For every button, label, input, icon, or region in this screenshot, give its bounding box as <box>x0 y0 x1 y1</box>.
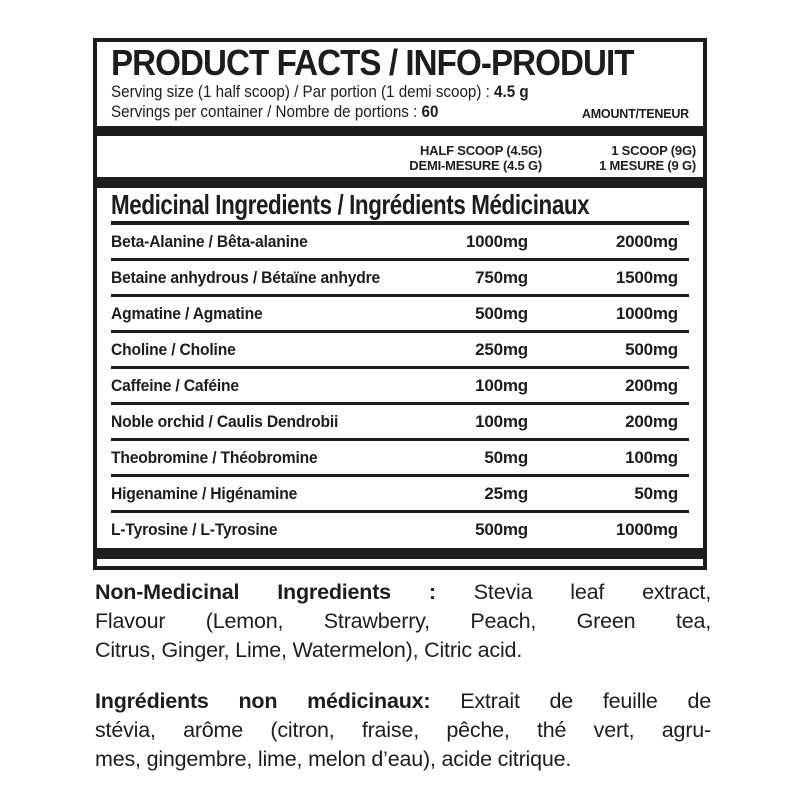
dose-column-headers: HALF SCOOP (4.5G) DEMI-MESURE (4.5 G) 1 … <box>97 136 703 177</box>
product-facts-panel: PRODUCT FACTS / INFO-PRODUIT Serving siz… <box>93 38 707 570</box>
ingredient-full-dose: 500mg <box>625 339 678 359</box>
non-medicinal-heading-fr: Ingrédients non médicinaux: <box>95 689 431 713</box>
ingredient-full-dose: 50mg <box>634 483 678 503</box>
ingredients-table: Beta-Alanine / Bêta-alanine 1000mg 2000m… <box>111 225 689 546</box>
ingredient-half-dose: 25mg <box>484 483 528 503</box>
divider-bar-bottom <box>97 548 703 559</box>
paragraph-line: Ingrédients non médicinaux: Extrait de f… <box>95 689 711 713</box>
servings-per-container-row: Servings per container / Nombre de porti… <box>111 102 689 122</box>
divider-bar-mid <box>97 177 703 188</box>
half-scoop-column-header: HALF SCOOP (4.5G) DEMI-MESURE (4.5 G) <box>409 143 542 173</box>
amount-teneur-header: AMOUNT/TENEUR <box>581 107 689 121</box>
ingredient-row: Caffeine / Caféine 100mg 200mg <box>111 369 689 405</box>
ingredient-half-dose: 500mg <box>475 303 528 323</box>
ingredient-row: Noble orchid / Caulis Dendrobii 100mg 20… <box>111 405 689 441</box>
ingredient-row: Higenamine / Higénamine 25mg 50mg <box>111 477 689 513</box>
ingredient-full-dose: 200mg <box>625 375 678 395</box>
full-scoop-column-header: 1 SCOOP (9G) 1 MESURE (9 G) <box>599 143 696 173</box>
panel-title: PRODUCT FACTS / INFO-PRODUIT <box>111 42 634 83</box>
ingredient-full-dose: 100mg <box>625 447 678 467</box>
paragraph-line: Citrus, Ginger, Lime, Watermelon), Citri… <box>95 638 523 662</box>
non-medicinal-ingredients-paragraph-fr: Ingrédients non médicinaux: Extrait de f… <box>95 687 711 774</box>
ingredient-row: Betaine anhydrous / Bétaïne anhydre 750m… <box>111 261 689 297</box>
ingredient-half-dose: 250mg <box>475 339 528 359</box>
paragraph-line: Non-Medicinal Ingredients : Stevia leaf … <box>95 580 711 604</box>
ingredient-full-dose: 200mg <box>625 411 678 431</box>
ingredient-row: L-Tyrosine / L-Tyrosine 500mg 1000mg <box>111 513 689 546</box>
ingredient-half-dose: 1000mg <box>465 231 528 251</box>
paragraph-line: stévia, arôme (citron, fraise, pêche, th… <box>95 718 711 742</box>
ingredient-full-dose: 2000mg <box>615 231 678 251</box>
paragraph-line: Flavour (Lemon, Strawberry, Peach, Green… <box>95 609 711 633</box>
serving-size-value: 4.5 g <box>494 83 529 101</box>
ingredient-name: Beta-Alanine / Bêta-alanine <box>111 231 308 251</box>
paragraph-line: mes, gingembre, lime, melon d’eau), acid… <box>95 747 572 771</box>
ingredient-half-dose: 750mg <box>475 267 528 287</box>
ingredient-half-dose: 500mg <box>475 519 528 539</box>
ingredient-name: Theobromine / Théobromine <box>111 447 318 467</box>
ingredient-half-dose: 50mg <box>484 447 528 467</box>
ingredient-name: Agmatine / Agmatine <box>111 303 263 323</box>
non-medicinal-ingredients-paragraph: Non-Medicinal Ingredients : Stevia leaf … <box>95 578 711 665</box>
ingredient-row: Agmatine / Agmatine 500mg 1000mg <box>111 297 689 333</box>
medicinal-ingredients-header: Medicinal Ingredients / Ingrédients Médi… <box>111 189 590 220</box>
ingredient-row: Theobromine / Théobromine 50mg 100mg <box>111 441 689 477</box>
ingredient-name: L-Tyrosine / L-Tyrosine <box>111 519 278 539</box>
ingredient-row: Choline / Choline 250mg 500mg <box>111 333 689 369</box>
ingredient-name: Higenamine / Higénamine <box>111 483 298 503</box>
serving-size-text: Serving size (1 half scoop) / Par portio… <box>111 83 529 101</box>
ingredient-name: Noble orchid / Caulis Dendrobii <box>111 411 339 431</box>
ingredient-name: Choline / Choline <box>111 339 236 359</box>
section-header-rule <box>111 221 689 225</box>
non-medicinal-heading: Non-Medicinal Ingredients : <box>95 580 436 604</box>
ingredient-half-dose: 100mg <box>475 375 528 395</box>
servings-per-container-line: Servings per container / Nombre de porti… <box>111 103 439 121</box>
ingredient-name: Betaine anhydrous / Bétaïne anhydre <box>111 267 381 287</box>
ingredient-half-dose: 100mg <box>475 411 528 431</box>
ingredient-full-dose: 1500mg <box>615 267 678 287</box>
ingredient-row: Beta-Alanine / Bêta-alanine 1000mg 2000m… <box>111 225 689 261</box>
ingredient-full-dose: 1000mg <box>615 519 678 539</box>
ingredient-full-dose: 1000mg <box>615 303 678 323</box>
ingredient-name: Caffeine / Caféine <box>111 375 239 395</box>
divider-bar-top <box>97 126 703 136</box>
servings-count-value: 60 <box>421 103 439 121</box>
serving-size-line: Serving size (1 half scoop) / Par portio… <box>111 82 689 102</box>
